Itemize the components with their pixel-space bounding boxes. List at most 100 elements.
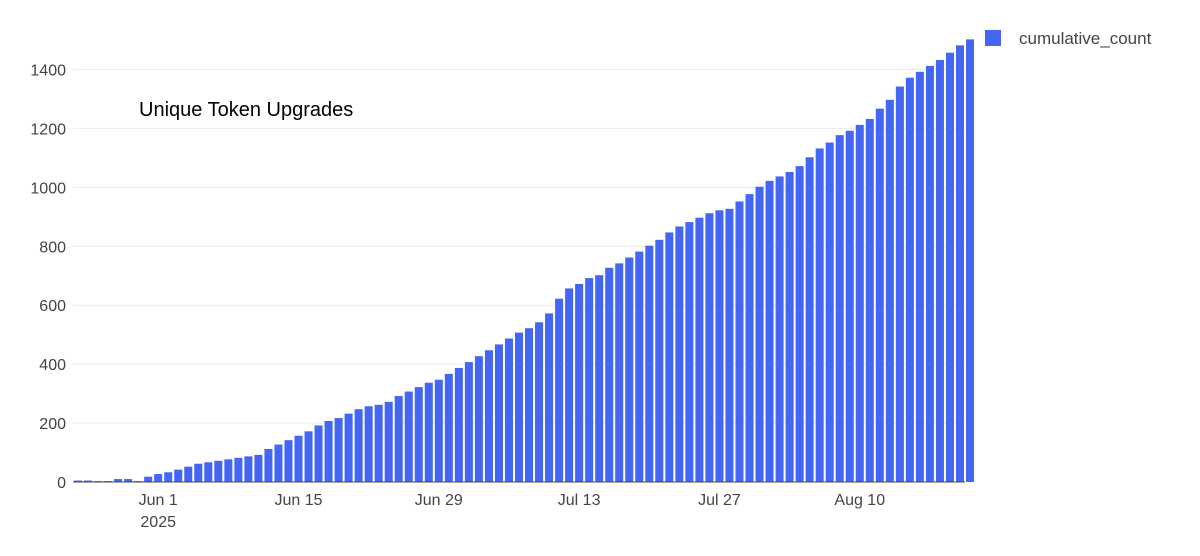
bar[interactable] [414, 387, 423, 482]
legend[interactable]: cumulative_count [985, 29, 1152, 48]
legend-swatch [985, 30, 1001, 46]
bar[interactable] [875, 108, 884, 482]
bar[interactable] [535, 322, 544, 482]
bar[interactable] [214, 460, 223, 482]
bar[interactable] [234, 457, 243, 482]
bar[interactable] [324, 421, 333, 482]
bar[interactable] [735, 201, 744, 482]
bar[interactable] [745, 194, 754, 483]
bar[interactable] [154, 474, 163, 482]
bar[interactable] [354, 409, 363, 482]
bar[interactable] [514, 332, 524, 482]
bar[interactable] [805, 157, 814, 482]
bar[interactable] [364, 406, 373, 482]
y-tick-label: 200 [39, 416, 66, 433]
bars-layer [74, 39, 975, 483]
bar[interactable] [174, 469, 183, 482]
bar[interactable] [284, 440, 293, 482]
grid-layer [73, 68, 965, 424]
y-tick-label: 800 [39, 239, 66, 256]
bar[interactable] [124, 479, 133, 482]
bar[interactable] [905, 77, 914, 482]
bar[interactable] [585, 278, 594, 482]
bar[interactable] [244, 456, 253, 482]
bar[interactable] [555, 298, 564, 482]
bar[interactable] [925, 65, 934, 482]
bar[interactable] [575, 283, 584, 482]
bar[interactable] [595, 275, 604, 482]
bar[interactable] [885, 99, 894, 483]
bar[interactable] [334, 418, 343, 482]
bar[interactable] [204, 462, 213, 482]
bar[interactable] [504, 338, 513, 482]
bar[interactable] [895, 86, 904, 482]
bar[interactable] [825, 142, 834, 482]
bar[interactable] [494, 344, 503, 482]
bar[interactable] [264, 448, 273, 482]
bar[interactable] [444, 373, 453, 482]
bar[interactable] [705, 213, 714, 482]
bar[interactable] [765, 180, 774, 483]
bar[interactable] [525, 328, 534, 482]
bar[interactable] [755, 186, 764, 482]
bar[interactable] [845, 130, 854, 483]
bar[interactable] [404, 391, 413, 482]
bar[interactable] [725, 208, 734, 482]
bar[interactable] [835, 135, 844, 482]
bar[interactable] [865, 118, 874, 482]
bar[interactable] [194, 463, 203, 482]
legend-label: cumulative_count [1019, 29, 1152, 48]
bar[interactable] [184, 466, 193, 482]
bar[interactable] [665, 232, 674, 482]
bar[interactable] [474, 356, 483, 482]
bar[interactable] [464, 362, 473, 482]
bar[interactable] [715, 210, 724, 483]
bar[interactable] [615, 263, 624, 482]
bar[interactable] [274, 444, 283, 482]
bar[interactable] [394, 395, 403, 482]
bar[interactable] [344, 413, 353, 482]
bar[interactable] [454, 367, 463, 482]
x-tick-label: Jul 27 [698, 492, 741, 509]
bar[interactable] [795, 166, 804, 482]
bar[interactable] [685, 222, 694, 482]
bar[interactable] [144, 476, 153, 482]
bar[interactable] [655, 239, 664, 482]
bar[interactable] [675, 226, 684, 482]
bar[interactable] [635, 251, 644, 482]
x-tick-label: Jun 1 [139, 492, 178, 509]
bar[interactable] [224, 459, 233, 482]
bar[interactable] [855, 124, 864, 482]
x-tick-sublabel: 2025 [140, 514, 176, 531]
bar[interactable] [84, 480, 93, 482]
bar[interactable] [775, 176, 784, 482]
bar[interactable] [254, 454, 263, 482]
bar[interactable] [625, 257, 634, 482]
bar[interactable] [384, 401, 393, 482]
bar[interactable] [966, 39, 975, 482]
bar[interactable] [565, 288, 574, 482]
bar[interactable] [785, 172, 794, 482]
bar[interactable] [434, 379, 443, 482]
bar[interactable] [955, 45, 964, 482]
bar[interactable] [164, 472, 173, 482]
bar[interactable] [314, 425, 323, 482]
y-tick-label: 1200 [30, 121, 66, 138]
bar[interactable] [815, 148, 824, 483]
bar[interactable] [945, 52, 954, 483]
bar[interactable] [545, 313, 554, 482]
bar[interactable] [74, 480, 83, 482]
bar[interactable] [645, 245, 654, 482]
bar[interactable] [605, 267, 614, 482]
bar[interactable] [374, 404, 383, 482]
y-tick-label: 1000 [30, 180, 66, 197]
bar[interactable] [114, 479, 123, 482]
bar[interactable] [915, 71, 924, 482]
x-tick-label: Jun 15 [274, 492, 322, 509]
bar[interactable] [695, 217, 704, 482]
bar[interactable] [935, 60, 944, 483]
bar[interactable] [304, 431, 313, 482]
bar[interactable] [484, 350, 493, 482]
bar[interactable] [294, 435, 303, 482]
bar[interactable] [424, 382, 433, 482]
